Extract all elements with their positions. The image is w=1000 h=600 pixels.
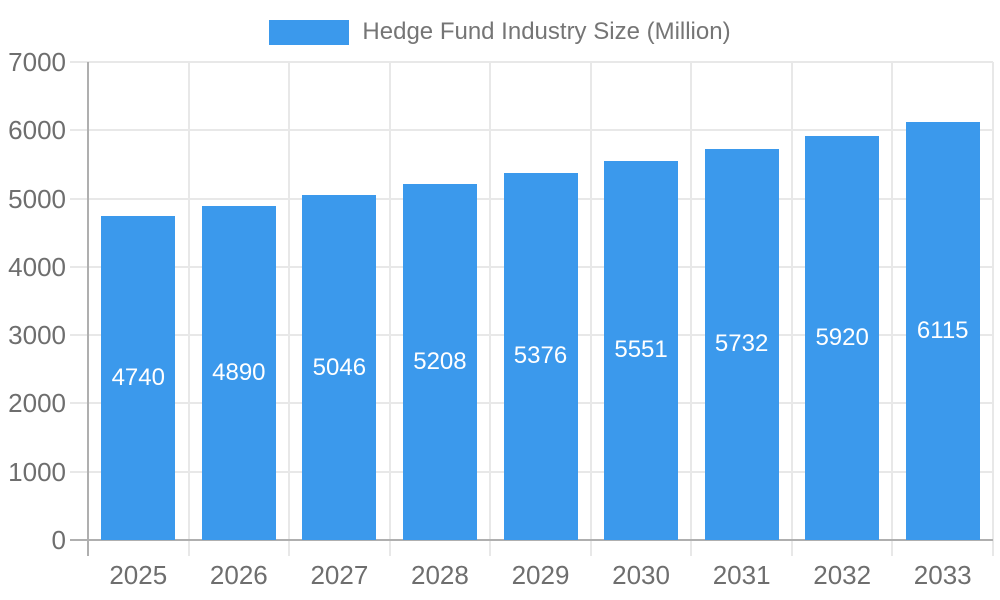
bar-2026[interactable] xyxy=(201,206,276,540)
legend[interactable]: Hedge Fund Industry Size (Million) xyxy=(0,17,1000,47)
y-gridline xyxy=(70,61,993,63)
x-axis-tick-label: 2029 xyxy=(511,560,570,590)
x-gridline xyxy=(489,62,492,556)
bar-2030[interactable] xyxy=(604,160,679,540)
bar-value-label: 5551 xyxy=(614,336,668,364)
x-axis-tick-label: 2028 xyxy=(411,560,469,590)
legend-swatch xyxy=(269,19,350,45)
x-gridline xyxy=(388,62,391,556)
x-gridline xyxy=(992,62,994,556)
x-axis-tick-label: 2027 xyxy=(310,560,369,590)
y-axis-tick-label: 2000 xyxy=(8,388,66,419)
bar-2029[interactable] xyxy=(503,172,578,540)
x-gridline xyxy=(589,62,592,556)
x-axis-tick-label: 2025 xyxy=(109,560,168,590)
y-axis-tick-label: 1000 xyxy=(8,456,66,487)
bar-value-label: 5046 xyxy=(312,353,367,381)
bar-value-label: 5208 xyxy=(413,348,467,376)
x-axis-tick-label: 2031 xyxy=(712,560,771,590)
x-axis-tick-label: 2026 xyxy=(209,560,268,590)
y-axis-tick-label: 0 xyxy=(51,525,66,555)
y-axis-tick-label: 4000 xyxy=(8,251,66,282)
x-axis-line xyxy=(70,539,993,541)
bar-value-label: 5732 xyxy=(714,330,769,358)
bar-value-label: 5920 xyxy=(815,323,869,351)
x-gridline xyxy=(288,62,291,556)
bar-2032[interactable] xyxy=(805,135,880,540)
legend-label: Hedge Fund Industry Size (Million) xyxy=(362,18,731,45)
y-axis-tick-label: 6000 xyxy=(8,115,66,146)
y-gridline xyxy=(70,129,993,132)
bar-2028[interactable] xyxy=(402,184,477,540)
x-gridline xyxy=(790,62,793,556)
bar-2033[interactable] xyxy=(905,122,980,540)
x-gridline xyxy=(690,62,693,556)
bar-value-label: 6115 xyxy=(916,317,969,345)
x-gridline xyxy=(187,62,190,556)
x-axis-tick-label: 2033 xyxy=(913,560,972,590)
x-axis-tick-label: 2032 xyxy=(813,560,872,590)
y-axis-tick-label: 5000 xyxy=(8,183,66,214)
y-axis-line xyxy=(87,62,89,556)
bar-value-label: 4740 xyxy=(111,364,165,392)
bar-value-label: 4890 xyxy=(212,359,266,387)
y-axis-tick-label: 3000 xyxy=(8,320,66,351)
bar-2031[interactable] xyxy=(704,148,779,540)
x-axis-tick-label: 2030 xyxy=(612,560,670,590)
bar-2027[interactable] xyxy=(302,195,377,540)
bar-2025[interactable] xyxy=(101,216,176,540)
x-gridline xyxy=(891,62,894,556)
bar-value-label: 5376 xyxy=(513,342,568,370)
y-axis-tick-label: 7000 xyxy=(8,47,66,77)
